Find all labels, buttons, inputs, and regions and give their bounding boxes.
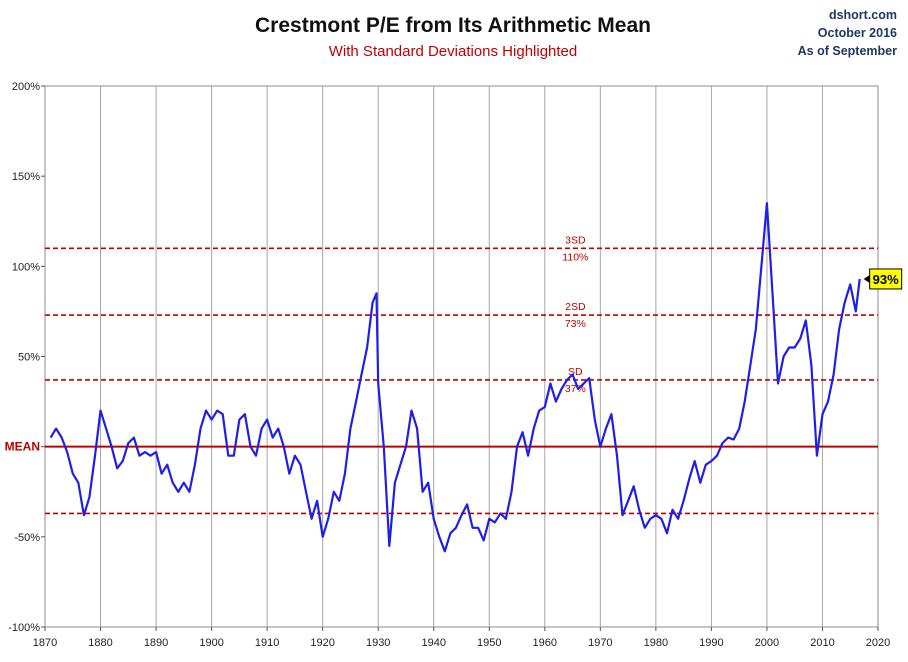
y-tick-label: 150%	[12, 171, 40, 183]
x-tick-label: 1910	[255, 637, 279, 649]
callout-value: 93%	[873, 272, 899, 287]
x-tick-label: 1950	[477, 637, 501, 649]
axis-labels: 1870 1880 1890 1900 1910 1920 1930 1940 1950 1960…	[5, 81, 891, 649]
chart-title: Crestmont P/E from Its Arithmetic Mean	[255, 14, 651, 37]
sd-label-name: 2SD	[565, 301, 586, 313]
y-tick-label: 200%	[12, 81, 40, 93]
x-tick-label: 2020	[866, 637, 890, 649]
x-tick-label: 2000	[755, 637, 779, 649]
y-tick-label: 50%	[18, 352, 40, 364]
series-layer	[49, 202, 861, 553]
latest-value-callout: 93%	[863, 268, 903, 290]
x-tick-label: 1870	[33, 637, 57, 649]
x-tick-label: 1980	[644, 637, 668, 649]
x-tick-label: 1970	[588, 637, 612, 649]
y-tick-label: -50%	[14, 532, 40, 544]
x-tick-label: 1960	[533, 637, 557, 649]
x-tick-label: 1990	[699, 637, 723, 649]
callout-pointer	[863, 274, 870, 283]
plot-border	[44, 85, 879, 628]
sd-label-name: 3SD	[565, 234, 586, 246]
source-as-of: As of September	[798, 44, 897, 58]
y-tick-label: 100%	[12, 261, 40, 273]
sd-label-value: 110%	[562, 251, 588, 263]
y-tick-label: -100%	[8, 622, 40, 634]
sd-label-value: 73%	[565, 318, 586, 330]
chart-subtitle: With Standard Deviations Highlighted	[329, 43, 577, 60]
x-tick-label: 1920	[310, 637, 334, 649]
callout-box	[869, 268, 903, 290]
source-date: October 2016	[818, 26, 897, 40]
x-tick-label: 1930	[366, 637, 390, 649]
pe-series-line	[49, 202, 861, 553]
x-tick-label: 1940	[421, 637, 445, 649]
plot-area	[44, 85, 879, 628]
x-tick-label: 1900	[199, 637, 223, 649]
mean-label: MEAN	[5, 440, 40, 454]
x-tick-label: 2010	[810, 637, 834, 649]
source-site: dshort.com	[829, 8, 897, 22]
x-tick-label: 1880	[88, 637, 112, 649]
x-tick-label: 1890	[144, 637, 168, 649]
